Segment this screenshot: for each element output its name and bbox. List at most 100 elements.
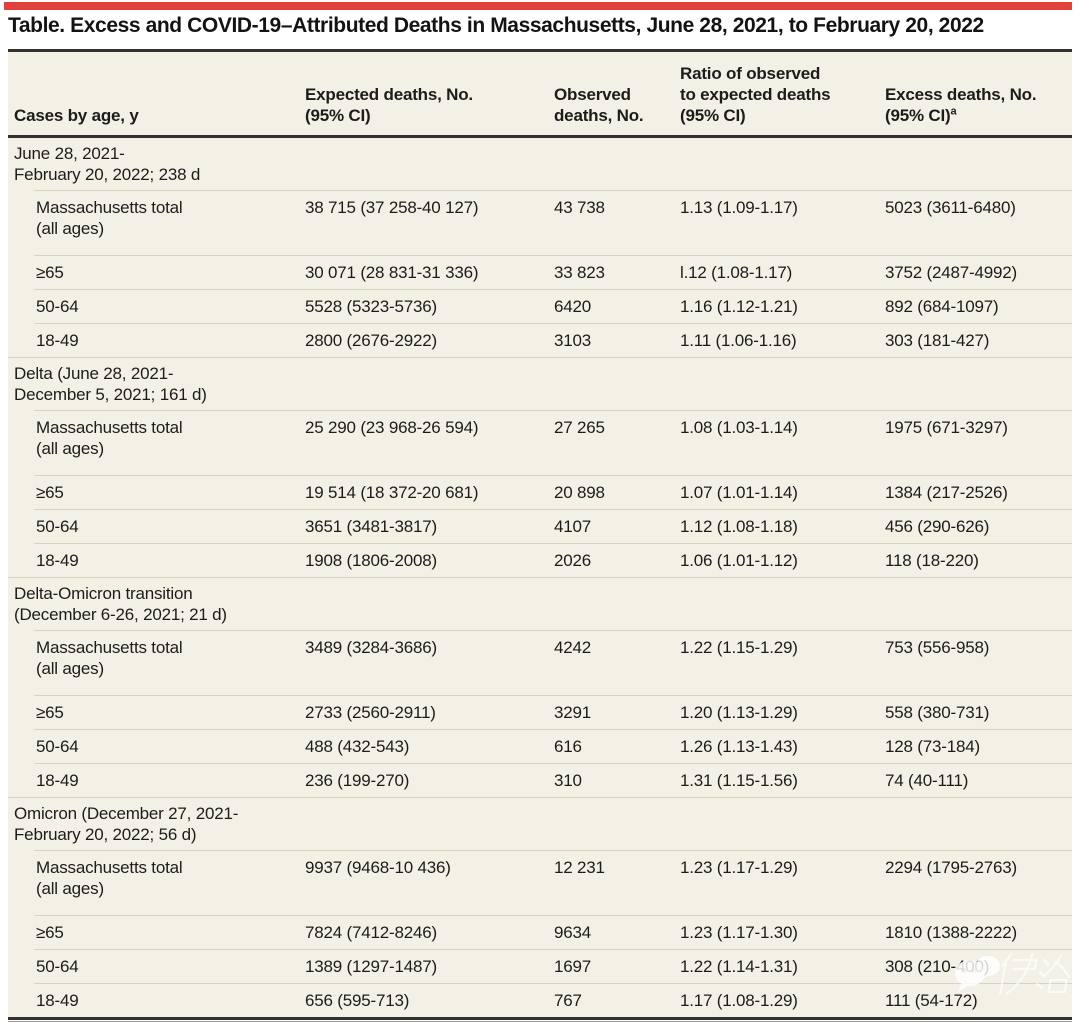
cell-cases-by-age: ≥65 xyxy=(8,482,305,503)
table-section: Delta (June 28, 2021- December 5, 2021; 1… xyxy=(8,357,1072,577)
cell-excess-deaths: 303 (181-427) xyxy=(885,331,990,350)
section-header-line: June 28, 2021- xyxy=(14,144,125,163)
cell-expected-deaths: 25 290 (23 968-26 594) xyxy=(305,418,479,437)
column-header-expected-deaths: Expected deaths, No. (95% CI) xyxy=(305,84,554,126)
section-header-line: Delta (June 28, 2021- xyxy=(14,364,174,383)
table-title: Table. Excess and COVID-19–Attributed De… xyxy=(8,14,984,37)
cell-expected-deaths: 5528 (5323-5736) xyxy=(305,297,437,316)
cell-expected-deaths: 38 715 (37 258-40 127) xyxy=(305,198,479,217)
section-header-line: February 20, 2022; 238 d xyxy=(14,165,201,184)
cell-expected-deaths: 7824 (7412-8246) xyxy=(305,923,437,942)
section-header: Omicron (December 27, 2021- February 20, … xyxy=(8,798,1072,850)
table-row: 18-49 236 (199-270) 310 1.31 (1.15-1.56) 74 … xyxy=(8,763,1072,797)
cell-expected-deaths: 236 (199-270) xyxy=(305,771,410,790)
section-header-line: Delta-Omicron transition xyxy=(14,584,193,603)
cell-expected-deaths: 3651 (3481-3817) xyxy=(305,517,437,536)
cell-cases-by-age: 18-49 xyxy=(8,330,305,351)
cell-observed-deaths: 27 265 xyxy=(554,418,605,437)
table-section: June 28, 2021- February 20, 2022; 238 d Ma… xyxy=(8,138,1072,357)
age-label-line: ≥65 xyxy=(36,483,64,502)
section-header: June 28, 2021- February 20, 2022; 238 d xyxy=(8,138,1072,190)
cell-ratio: 1.07 (1.01-1.14) xyxy=(680,483,798,502)
cell-expected-deaths: 1908 (1806-2008) xyxy=(305,551,437,570)
cell-cases-by-age: 50-64 xyxy=(8,296,305,317)
table-section: Omicron (December 27, 2021- February 20, … xyxy=(8,797,1072,1017)
cell-observed-deaths: 33 823 xyxy=(554,263,605,282)
cell-excess-deaths: 118 (18-220) xyxy=(885,551,979,570)
cell-excess-deaths: 128 (73-184) xyxy=(885,737,980,756)
cell-excess-deaths: 308 (210-400) xyxy=(885,957,990,976)
table-row: Massachusetts total (all ages) 25 290 (23 … xyxy=(8,410,1072,475)
header-line: Cases by age, y xyxy=(14,106,139,125)
cell-ratio: 1.31 (1.15-1.56) xyxy=(680,771,798,790)
cell-excess-deaths: 74 (40-111) xyxy=(885,771,969,790)
cell-ratio: 1.11 (1.06-1.16) xyxy=(680,331,797,350)
cell-excess-deaths: 1810 (1388-2222) xyxy=(885,923,1017,942)
table-row: ≥65 19 514 (18 372-20 681) 20 898 1.07 (1.0… xyxy=(8,475,1072,509)
cell-ratio: 1.13 (1.09-1.17) xyxy=(680,198,798,217)
age-label-line: (all ages) xyxy=(36,219,104,238)
top-accent-bar xyxy=(4,2,1072,10)
cell-excess-deaths: 753 (556-958) xyxy=(885,638,990,657)
table-row: 50-64 5528 (5323-5736) 6420 1.16 (1.12-1.21… xyxy=(8,289,1072,323)
age-label-line: Massachusetts total xyxy=(36,638,183,657)
header-line: (95% CI) xyxy=(305,106,371,125)
cell-excess-deaths: 1384 (217-2526) xyxy=(885,483,1008,502)
cell-ratio: 1.23 (1.17-1.30) xyxy=(680,923,798,942)
cell-ratio: 1.22 (1.15-1.29) xyxy=(680,638,798,657)
cell-expected-deaths: 656 (595-713) xyxy=(305,991,410,1010)
cell-observed-deaths: 3291 xyxy=(554,703,592,722)
cell-excess-deaths: 1975 (671-3297) xyxy=(885,418,1008,437)
column-header-observed-deaths: Observed deaths, No. xyxy=(554,84,680,126)
header-line: Expected deaths, No. xyxy=(305,85,473,104)
cell-expected-deaths: 2733 (2560-2911) xyxy=(305,703,436,722)
cell-expected-deaths: 1389 (1297-1487) xyxy=(305,957,437,976)
table-header-row: Cases by age, y Expected deaths, No. (95… xyxy=(8,52,1072,138)
cell-cases-by-age: 18-49 xyxy=(8,550,305,571)
cell-observed-deaths: 12 231 xyxy=(554,858,605,877)
section-header-line: February 20, 2022; 56 d) xyxy=(14,825,197,844)
table-row: Massachusetts total (all ages) 38 715 (37 … xyxy=(8,190,1072,255)
age-label-line: (all ages) xyxy=(36,659,104,678)
cell-cases-by-age: Massachusetts total (all ages) xyxy=(8,857,305,899)
cell-cases-by-age: 18-49 xyxy=(8,770,305,791)
footnote-marker-a: a xyxy=(950,105,957,118)
cell-excess-deaths: 892 (684-1097) xyxy=(885,297,999,316)
age-label-line: 18-49 xyxy=(36,331,79,350)
table-row: 18-49 1908 (1806-2008) 2026 1.06 (1.01-1.12… xyxy=(8,543,1072,577)
age-label-line: 50-64 xyxy=(36,737,79,756)
section-header-line: December 5, 2021; 161 d) xyxy=(14,385,207,404)
age-label-line: 50-64 xyxy=(36,517,79,536)
cell-excess-deaths: 456 (290-626) xyxy=(885,517,990,536)
age-label-line: ≥65 xyxy=(36,703,64,722)
age-label-line: 18-49 xyxy=(36,551,79,570)
cell-excess-deaths: 2294 (1795-2763) xyxy=(885,858,1017,877)
table-row: ≥65 7824 (7412-8246) 9634 1.23 (1.17-1.30) 1… xyxy=(8,915,1072,949)
table-row: 18-49 656 (595-713) 767 1.17 (1.08-1.29) 111… xyxy=(8,983,1072,1017)
cell-expected-deaths: 3489 (3284-3686) xyxy=(305,638,437,657)
cell-observed-deaths: 1697 xyxy=(554,957,592,976)
table-row: Massachusetts total (all ages) 3489 (3284-… xyxy=(8,630,1072,695)
table-section: Delta-Omicron transition (December 6-26, … xyxy=(8,577,1072,797)
cell-observed-deaths: 9634 xyxy=(554,923,592,942)
age-label-line: ≥65 xyxy=(36,923,64,942)
cell-observed-deaths: 767 xyxy=(554,991,582,1010)
cell-ratio: 1.08 (1.03-1.14) xyxy=(680,418,798,437)
table-row: Massachusetts total (all ages) 9937 (9468-… xyxy=(8,850,1072,915)
cell-ratio: 1.17 (1.08-1.29) xyxy=(680,991,798,1010)
cell-excess-deaths: 558 (380-731) xyxy=(885,703,990,722)
cell-observed-deaths: 20 898 xyxy=(554,483,605,502)
age-label-line: Massachusetts total xyxy=(36,858,183,877)
cell-expected-deaths: 488 (432-543) xyxy=(305,737,410,756)
table-row: 18-49 2800 (2676-2922) 3103 1.11 (1.06-1.16… xyxy=(8,323,1072,357)
table-row: 50-64 488 (432-543) 616 1.26 (1.13-1.43) 128… xyxy=(8,729,1072,763)
cell-excess-deaths: 111 (54-172) xyxy=(885,991,978,1010)
cell-cases-by-age: Massachusetts total (all ages) xyxy=(8,417,305,459)
column-header-ratio: Ratio of observed to expected deaths (95… xyxy=(680,63,885,126)
column-header-cases-by-age: Cases by age, y xyxy=(8,105,305,126)
cell-ratio: l.12 (1.08-1.17) xyxy=(680,263,793,282)
cell-expected-deaths: 19 514 (18 372-20 681) xyxy=(305,483,479,502)
section-header-line: Omicron (December 27, 2021- xyxy=(14,804,239,823)
section-header: Delta (June 28, 2021- December 5, 2021; 1… xyxy=(8,358,1072,410)
